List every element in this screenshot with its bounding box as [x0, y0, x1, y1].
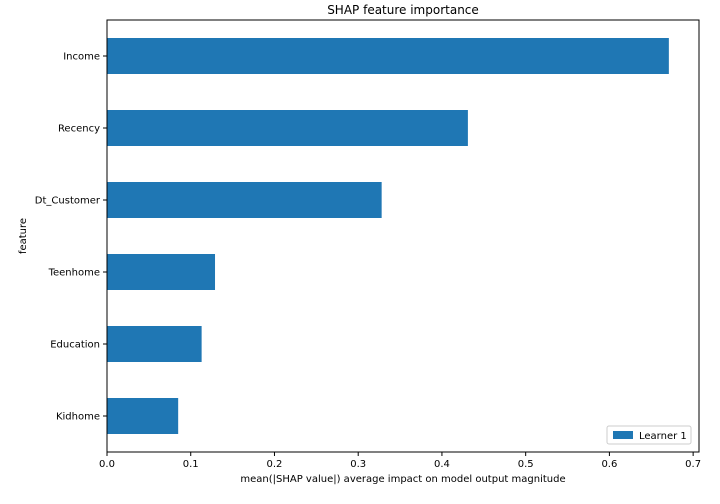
x-tick-label: 0.4 [434, 459, 450, 470]
legend: Learner 1 [606, 425, 692, 445]
y-axis-ticks: Income Recency Dt_Customer Teenhome Educatio… [35, 52, 107, 423]
bar-education [107, 326, 202, 362]
bar-kidhome [107, 398, 179, 434]
y-tick-label: Teenhome [48, 268, 100, 279]
plot-frame [106, 19, 700, 453]
y-axis-label: feature [18, 218, 29, 254]
y-tick-label: Dt_Customer [35, 196, 101, 207]
x-tick-label: 0.5 [518, 459, 534, 470]
legend-label: Learner 1 [639, 431, 687, 442]
y-tick-label: Education [50, 340, 100, 351]
x-axis-label: mean(|SHAP value|) average impact on mod… [240, 474, 565, 485]
y-tick-label: Income [63, 52, 100, 63]
legend-box [606, 425, 692, 445]
x-tick-label: 0.7 [685, 459, 701, 470]
bar-dt-customer [107, 182, 382, 218]
bar-teenhome [107, 254, 216, 290]
x-tick-label: 0.2 [267, 459, 283, 470]
y-tick-label: Kidhome [56, 412, 100, 423]
x-tick-label: 0.1 [183, 459, 199, 470]
bar-group [107, 38, 669, 434]
x-tick-label: 0.3 [350, 459, 366, 470]
x-axis-ticks: 0.0 0.1 0.2 0.3 0.4 0.5 0.6 0.7 [99, 452, 701, 470]
bar-income [107, 38, 669, 74]
x-tick-label: 0.0 [99, 459, 115, 470]
legend-swatch [613, 431, 633, 439]
y-tick-label: Recency [58, 124, 100, 135]
bar-recency [107, 110, 468, 146]
x-tick-label: 0.6 [601, 459, 617, 470]
chart-title: SHAP feature importance [327, 3, 479, 17]
